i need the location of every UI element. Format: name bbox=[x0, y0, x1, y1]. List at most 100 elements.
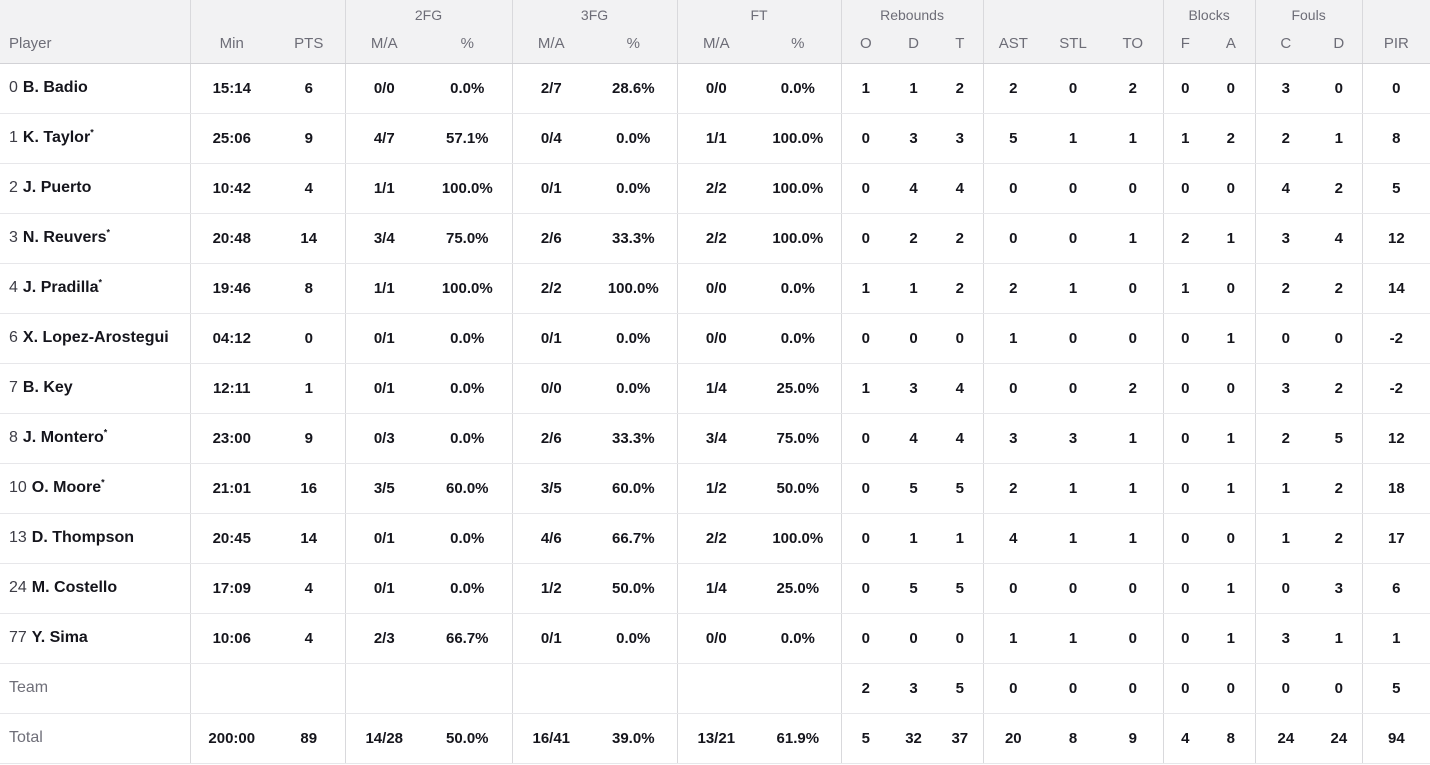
stat-blk-f: 0 bbox=[1162, 563, 1208, 614]
stat-foul-c: 4 bbox=[1254, 163, 1317, 214]
stat-blk-a: 1 bbox=[1207, 313, 1256, 364]
stat-fg2-pct: 100.0% bbox=[423, 163, 513, 214]
player-name-cell: 1 K. Taylor* bbox=[0, 113, 190, 164]
stat-to: 0 bbox=[1103, 163, 1164, 214]
stat-min: 20:45 bbox=[189, 513, 273, 564]
stat-fg2-ma: 3/4 bbox=[344, 213, 423, 264]
stat-min: 12:11 bbox=[189, 363, 273, 414]
player-name-cell: 77 Y. Sima bbox=[0, 613, 190, 664]
stat-foul-c: 3 bbox=[1254, 613, 1317, 664]
stat-pir: 0 bbox=[1361, 63, 1430, 114]
starter-asterisk: * bbox=[101, 477, 105, 488]
stat-stl: 0 bbox=[1043, 63, 1104, 114]
stat-fg3-ma: 16/41 bbox=[511, 713, 591, 764]
stat-blk-f: 0 bbox=[1162, 663, 1208, 714]
stat-blk-f: 1 bbox=[1162, 263, 1208, 314]
group-header-2fg: 2FG bbox=[344, 0, 513, 24]
stat-ft-ma: 0/0 bbox=[676, 313, 756, 364]
stat-pts: 16 bbox=[273, 463, 345, 514]
stat-foul-c: 2 bbox=[1254, 113, 1317, 164]
stat-reb-t: 37 bbox=[937, 713, 984, 764]
stat-fg2-ma: 14/28 bbox=[344, 713, 423, 764]
player-name: B. Badio bbox=[22, 79, 88, 96]
stat-stl: 1 bbox=[1043, 513, 1104, 564]
stat-to: 1 bbox=[1103, 213, 1164, 264]
stat-fg3-ma: 4/6 bbox=[511, 513, 591, 564]
col-header-2fg-pct: % bbox=[423, 24, 513, 64]
stat-ft-ma: 0/0 bbox=[676, 263, 756, 314]
stat-ft-pct: 100.0% bbox=[755, 513, 842, 564]
stat-pir: 12 bbox=[1361, 413, 1430, 464]
stat-pts: 89 bbox=[273, 713, 345, 764]
stat-fg2-pct: 66.7% bbox=[423, 613, 513, 664]
stat-fg2-ma: 4/7 bbox=[344, 113, 423, 164]
jersey-number: 7 bbox=[9, 379, 18, 396]
stat-fg2-pct: 57.1% bbox=[423, 113, 513, 164]
col-header-reb-o: O bbox=[840, 24, 891, 64]
stat-foul-d: 1 bbox=[1316, 613, 1363, 664]
stat-foul-d: 4 bbox=[1316, 213, 1363, 264]
stat-fg2-pct bbox=[423, 663, 513, 714]
player-row: 1 K. Taylor* 25:06 9 4/7 57.1% 0/4 0.0% 1/1 100.0… bbox=[0, 113, 1430, 164]
stat-blk-f: 2 bbox=[1162, 213, 1208, 264]
jersey-number: 6 bbox=[9, 329, 18, 346]
jersey-number: 2 bbox=[9, 179, 18, 196]
stat-reb-d: 32 bbox=[890, 713, 938, 764]
stat-ft-pct: 100.0% bbox=[755, 213, 842, 264]
stat-reb-d: 5 bbox=[890, 563, 938, 614]
stat-blk-f: 0 bbox=[1162, 413, 1208, 464]
player-row: 6 X. Lopez-Arostegui 04:12 0 0/1 0.0% 0/1 0.0% 0… bbox=[0, 313, 1430, 364]
stat-min bbox=[189, 663, 273, 714]
stat-fg3-ma: 2/6 bbox=[511, 213, 591, 264]
stat-fg3-pct: 0.0% bbox=[590, 363, 678, 414]
stat-fg3-ma: 2/6 bbox=[511, 413, 591, 464]
stat-reb-t: 4 bbox=[937, 363, 984, 414]
group-blank-ast-stl-to bbox=[982, 0, 1164, 24]
stat-stl: 0 bbox=[1043, 313, 1104, 364]
player-name-cell: 0 B. Badio bbox=[0, 63, 190, 114]
stat-blk-a: 0 bbox=[1207, 513, 1256, 564]
stat-foul-c: 1 bbox=[1254, 513, 1317, 564]
stat-min: 23:00 bbox=[189, 413, 273, 464]
stat-foul-d: 1 bbox=[1316, 113, 1363, 164]
stat-foul-c: 24 bbox=[1254, 713, 1317, 764]
stat-reb-d: 5 bbox=[890, 463, 938, 514]
stat-stl: 3 bbox=[1043, 413, 1104, 464]
stat-min: 15:14 bbox=[189, 63, 273, 114]
stat-pts: 0 bbox=[273, 313, 345, 364]
stat-pir: 17 bbox=[1361, 513, 1430, 564]
jersey-number: 0 bbox=[9, 79, 18, 96]
stat-fg3-pct: 33.3% bbox=[590, 213, 678, 264]
stat-reb-d: 3 bbox=[890, 113, 938, 164]
stat-ft-pct: 100.0% bbox=[755, 113, 842, 164]
stat-pir: 18 bbox=[1361, 463, 1430, 514]
table-header: 2FG 3FG FT Rebounds Blocks Fouls Player … bbox=[0, 0, 1430, 64]
stat-stl: 0 bbox=[1043, 563, 1104, 614]
stat-ast: 0 bbox=[982, 163, 1044, 214]
stat-ft-pct: 0.0% bbox=[755, 313, 842, 364]
stat-reb-o: 0 bbox=[840, 113, 891, 164]
stat-reb-o: 0 bbox=[840, 613, 891, 664]
stat-reb-d: 4 bbox=[890, 163, 938, 214]
stat-ast: 20 bbox=[982, 713, 1044, 764]
stat-stl: 8 bbox=[1043, 713, 1104, 764]
player-row: 8 J. Montero* 23:00 9 0/3 0.0% 2/6 33.3% 3/4 75.0… bbox=[0, 413, 1430, 464]
stat-fg3-ma: 0/1 bbox=[511, 163, 591, 214]
col-header-reb-t: T bbox=[937, 24, 984, 64]
player-name: D. Thompson bbox=[31, 529, 135, 546]
stat-reb-o: 0 bbox=[840, 463, 891, 514]
stat-reb-d: 3 bbox=[890, 663, 938, 714]
stat-stl: 1 bbox=[1043, 113, 1104, 164]
stat-ft-pct: 75.0% bbox=[755, 413, 842, 464]
stat-fg3-pct: 0.0% bbox=[590, 613, 678, 664]
stat-ft-ma: 3/4 bbox=[676, 413, 756, 464]
stat-ft-pct: 25.0% bbox=[755, 363, 842, 414]
player-name-cell: 10 O. Moore* bbox=[0, 463, 190, 514]
stat-pir: 8 bbox=[1361, 113, 1430, 164]
stat-fg3-pct: 33.3% bbox=[590, 413, 678, 464]
stat-reb-t: 5 bbox=[937, 663, 984, 714]
team-row: Team 2 3 5 0 0 0 0 0 0 0 5 bbox=[0, 663, 1430, 714]
stat-pts bbox=[273, 663, 345, 714]
stat-stl: 0 bbox=[1043, 163, 1104, 214]
jersey-number: 13 bbox=[9, 529, 27, 546]
